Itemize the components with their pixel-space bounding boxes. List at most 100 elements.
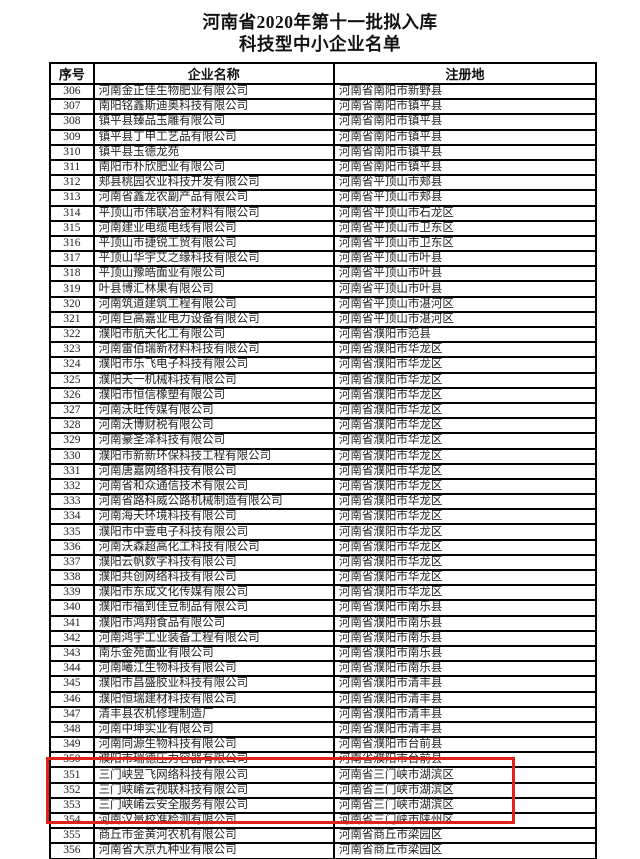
row-registration: 河南省三门峡市湖滨区 [332, 781, 598, 799]
row-registration: 河南省南阳市镇平县 [332, 98, 598, 116]
row-registration: 河南省平顶山市石龙区 [332, 204, 598, 222]
row-registration: 河南省濮阳市华龙区 [332, 432, 598, 450]
table-row: 315 河南建业电缆电线有限公司 河南省平顶山市卫东区 [49, 219, 598, 237]
table-row: 351 三门峡昱飞网络科技有限公司 河南省三门峡市湖滨区 [49, 766, 598, 784]
row-company-name: 河南沃博财税有限公司 [92, 417, 335, 435]
table-row: 350 濮阳市瑞德压力容器有限公司 河南省濮阳市台前县 [49, 751, 598, 769]
row-registration: 河南省濮阳市华龙区 [332, 584, 598, 602]
table-row: 340 濮阳市福到佳豆制品有限公司 河南省濮阳市南乐县 [49, 599, 598, 617]
row-registration: 河南省濮阳市华龙区 [332, 462, 598, 480]
row-company-name: 濮阳云帆数字科技有限公司 [92, 553, 335, 572]
row-company-name: 平顶山市伟联冶金材料有限公司 [92, 204, 335, 222]
row-registration: 河南省平顶山市郏县 [332, 189, 598, 207]
row-serial: 354 [49, 811, 95, 830]
row-company-name: 濮阳市昌盛胶业科技有限公司 [92, 675, 335, 693]
table-row: 341 濮阳市鸿翔食品有限公司 河南省濮阳市南乐县 [49, 614, 598, 632]
row-company-name: 河南海天环境科技有限公司 [92, 508, 335, 526]
row-company-name: 濮阳市中壹电子科技有限公司 [92, 523, 335, 541]
row-company-name: 河南鸿宇工业装备工程有限公司 [92, 629, 335, 647]
row-registration: 河南省濮阳市华龙区 [332, 477, 598, 496]
document-title-line2: 科技型中小企业名单 [239, 34, 401, 54]
table-row: 318 平顶山豫皓面业有限公司 河南省平顶山市叶县 [49, 265, 598, 283]
row-serial: 315 [49, 219, 95, 237]
row-company-name: 濮阳市福到佳豆制品有限公司 [92, 599, 335, 617]
row-company-name: 商丘市金黄河农机有限公司 [92, 827, 335, 845]
row-registration: 河南省濮阳市华龙区 [332, 553, 598, 572]
table-row: 316 平顶山市捷锐工贸有限公司 河南省平顶山市卫东区 [49, 234, 598, 253]
row-serial: 317 [49, 250, 95, 268]
row-company-name: 平顶山市捷锐工贸有限公司 [92, 234, 335, 253]
row-serial: 352 [49, 781, 95, 799]
row-registration: 河南省濮阳市华龙区 [332, 538, 598, 556]
table-row: 320 河南筑道建筑工程有限公司 河南省平顶山市湛河区 [49, 295, 598, 313]
table-row: 322 濮阳市航天化工有限公司 河南省濮阳市范县 [49, 325, 598, 344]
row-company-name: 濮阳市东成文化传媒有限公司 [92, 584, 335, 602]
row-serial: 334 [49, 508, 95, 526]
table-row: 354 河南汉量校准检测有限公司 河南省三门峡市陕州区 [49, 811, 598, 830]
table-row: 332 河南省和众通信技术有限公司 河南省濮阳市华龙区 [49, 477, 598, 496]
table-row: 331 河南唐嘉网络科技有限公司 河南省濮阳市华龙区 [49, 462, 598, 480]
table-row: 321 河南巨高嘉业电力设备有限公司 河南省平顶山市湛河区 [49, 310, 598, 329]
row-serial: 329 [49, 432, 95, 450]
document-title: 河南省2020年第十一批拟入库 科技型中小企业名单 [0, 11, 640, 55]
row-company-name: 濮阳市恒信橡塑有限公司 [92, 386, 335, 404]
row-company-name: 濮阳市鸿翔食品有限公司 [92, 614, 335, 632]
table-row: 330 濮阳市新新环保科技工程有限公司 河南省濮阳市华龙区 [49, 447, 598, 465]
table-row: 323 河南雷佰瑞新材料科技有限公司 河南省濮阳市华龙区 [49, 341, 598, 359]
row-serial: 336 [49, 538, 95, 556]
row-registration: 河南省濮阳市华龙区 [332, 523, 598, 541]
table-row: 347 清丰县农机修理制造厂 河南省濮阳市清丰县 [49, 705, 598, 723]
row-serial: 320 [49, 295, 95, 313]
row-company-name: 叶县博汇林果有限公司 [92, 280, 335, 298]
row-registration: 河南省濮阳市华龙区 [332, 493, 598, 511]
row-serial: 350 [49, 751, 95, 769]
table-row: 309 镇平县丁甲工艺品有限公司 河南省南阳市镇平县 [49, 128, 598, 146]
row-registration: 河南省平顶山市卫东区 [332, 219, 598, 237]
row-registration: 河南省濮阳市华龙区 [332, 356, 598, 374]
row-company-name: 河南金正佳生物肥业有限公司 [92, 82, 335, 101]
row-company-name: 濮阳市瑞德压力容器有限公司 [92, 751, 335, 769]
table-row: 310 镇平县玉德龙苑 河南省南阳市镇平县 [49, 143, 598, 161]
row-serial: 307 [49, 98, 95, 116]
row-registration: 河南省南阳市镇平县 [332, 128, 598, 146]
row-registration: 河南省平顶山市叶县 [332, 265, 598, 283]
table-row: 324 濮阳市乐飞电子科技有限公司 河南省濮阳市华龙区 [49, 356, 598, 374]
table-row: 312 郏县桃园农业科技开发有限公司 河南省平顶山市郏县 [49, 174, 598, 192]
row-registration: 河南省濮阳市南乐县 [332, 629, 598, 647]
row-serial: 332 [49, 477, 95, 496]
row-registration: 河南省平顶山市湛河区 [332, 310, 598, 329]
row-company-name: 河南同源生物科技有限公司 [92, 736, 335, 754]
table-row: 344 河南曦江生物科技有限公司 河南省濮阳市南乐县 [49, 660, 598, 678]
document-title-line1: 河南省2020年第十一批拟入库 [202, 12, 438, 32]
table-row: 336 河南沃森超高化工科技有限公司 河南省濮阳市华龙区 [49, 538, 598, 556]
row-company-name: 郏县桃园农业科技开发有限公司 [92, 174, 335, 192]
row-serial: 328 [49, 417, 95, 435]
row-company-name: 南阳市朴欣肥业有限公司 [92, 158, 335, 177]
table-row: 313 河南省鑫龙农副产品有限公司 河南省平顶山市郏县 [49, 189, 598, 207]
row-company-name: 平顶山豫皓面业有限公司 [92, 265, 335, 283]
row-registration: 河南省濮阳市清丰县 [332, 675, 598, 693]
table-row: 307 南阳铭鑫斯迪奥科技有限公司 河南省南阳市镇平县 [49, 98, 598, 116]
row-company-name: 濮阳市乐飞电子科技有限公司 [92, 356, 335, 374]
row-company-name: 平顶山华宇艾之缘科技有限公司 [92, 250, 335, 268]
row-serial: 319 [49, 280, 95, 298]
row-company-name: 镇平县臻品玉雕有限公司 [92, 113, 335, 131]
row-serial: 308 [49, 113, 95, 131]
row-serial: 349 [49, 736, 95, 754]
row-registration: 河南省濮阳市南乐县 [332, 660, 598, 678]
row-registration: 河南省平顶山市叶县 [332, 280, 598, 298]
row-registration: 河南省三门峡市湖滨区 [332, 796, 598, 815]
row-company-name: 河南曦江生物科技有限公司 [92, 660, 335, 678]
row-registration: 河南省濮阳市清丰县 [332, 720, 598, 739]
row-company-name: 河南筑道建筑工程有限公司 [92, 295, 335, 313]
table-row: 319 叶县博汇林果有限公司 河南省平顶山市叶县 [49, 280, 598, 298]
row-registration: 河南省濮阳市台前县 [332, 736, 598, 754]
row-registration: 河南省南阳市镇平县 [332, 143, 598, 161]
row-registration: 河南省平顶山市卫东区 [332, 234, 598, 253]
row-serial: 351 [49, 766, 95, 784]
row-registration: 河南省濮阳市范县 [332, 325, 598, 344]
row-serial: 339 [49, 584, 95, 602]
row-company-name: 濮阳市航天化工有限公司 [92, 325, 335, 344]
row-company-name: 南乐金苑面业有限公司 [92, 644, 335, 663]
row-registration: 河南省商丘市梁园区 [332, 827, 598, 845]
